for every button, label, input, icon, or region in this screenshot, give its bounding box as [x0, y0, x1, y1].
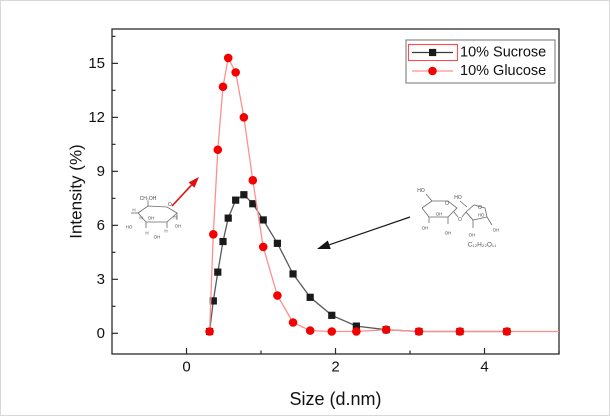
data-point-marker: [502, 327, 512, 336]
molecule-label: H: [139, 216, 142, 221]
data-point-marker: [258, 242, 268, 252]
legend-marker: [429, 48, 437, 57]
sucrose-arrow-head: [317, 240, 331, 250]
x-tick-label: 0: [182, 359, 190, 376]
molecule-label: HO: [478, 213, 485, 218]
molecule-ring: [465, 204, 488, 221]
y-tick-label: 0: [97, 325, 105, 342]
molecule-label: H: [173, 215, 176, 220]
data-point-marker: [209, 230, 218, 239]
data-point-marker: [214, 268, 222, 276]
data-point-marker: [249, 200, 257, 208]
legend-label: 10% Sucrose: [460, 45, 546, 61]
data-point-marker: [213, 145, 223, 155]
molecule-bond: [461, 211, 467, 218]
data-point-marker: [352, 327, 361, 336]
data-point-marker: [231, 68, 240, 77]
y-axis-title: Intensity (%): [67, 144, 86, 238]
data-point-marker: [205, 327, 214, 336]
sucrose-arrow-shaft: [329, 216, 411, 246]
data-point-marker: [224, 214, 232, 222]
molecule-label: CH₂OH: [140, 196, 157, 202]
molecule-label: OH: [148, 216, 155, 221]
data-point-marker: [306, 293, 314, 301]
series-10-glucose: [205, 53, 559, 336]
axes-ticks: [112, 35, 560, 354]
molecule-label: OH: [445, 231, 452, 236]
molecule-label: OH: [469, 233, 476, 238]
molecule-label: HO: [126, 225, 133, 230]
x-tick-label: 4: [480, 359, 488, 376]
data-point-marker: [240, 191, 248, 199]
molecule-label: HO: [454, 195, 462, 201]
y-tick-label: 15: [88, 55, 105, 72]
legend-box: [405, 39, 556, 84]
molecule-label: O: [458, 217, 462, 223]
legend-marker: [428, 66, 437, 76]
legend-entry: 10% Glucose: [412, 63, 546, 79]
x-axis-title: Size (d.nm): [289, 389, 381, 409]
molecule-label: H: [164, 229, 167, 234]
data-point-marker: [414, 327, 424, 336]
molecule-label: OH: [175, 224, 182, 229]
molecule-bond: [425, 193, 433, 202]
glucose-arrow-head: [188, 177, 199, 188]
glucose-arrow-shaft: [171, 184, 193, 207]
data-point-marker: [248, 176, 258, 185]
molecule-bond: [486, 216, 493, 226]
glucose-arrow: [171, 177, 199, 207]
y-tick-label: 3: [97, 271, 105, 288]
molecule-label: OH: [493, 228, 500, 233]
legend: 10% Sucrose 10% Glucose: [405, 39, 556, 84]
molecule-label: H: [132, 208, 135, 213]
molecule-label: O: [445, 201, 449, 207]
molecule-label: O: [168, 202, 172, 208]
data-point-marker: [209, 297, 217, 305]
molecule-label: HO: [417, 188, 425, 194]
data-point-marker: [289, 270, 297, 278]
legend-label: 10% Glucose: [460, 63, 546, 79]
data-point-marker: [455, 327, 465, 336]
data-point-marker: [288, 318, 298, 327]
molecule-label: H: [145, 231, 148, 236]
data-point-marker: [273, 291, 282, 300]
data-point-marker: [218, 82, 228, 92]
sucrose-arrow: [317, 216, 411, 250]
y-tick-label: 6: [97, 217, 105, 234]
molecule-formula: C₁₂H₂₂O₁₁: [468, 242, 497, 249]
molecule-label: OH: [154, 235, 161, 240]
data-point-marker: [239, 113, 249, 122]
legend-highlight-box: [407, 43, 459, 62]
x-tick-label: 2: [331, 359, 339, 376]
data-point-marker: [273, 239, 281, 247]
data-point-marker: [352, 322, 360, 330]
data-point-marker: [232, 196, 240, 204]
data-point-marker: [328, 311, 336, 319]
y-tick-label: 9: [97, 163, 105, 180]
data-point-marker: [259, 216, 267, 224]
data-point-marker: [219, 237, 227, 246]
molecule-label: O: [478, 205, 482, 211]
molecule-label: OH: [422, 226, 429, 231]
molecule-bond: [453, 211, 459, 218]
data-point-marker: [305, 326, 315, 335]
legend-entry: 10% Sucrose: [407, 43, 546, 62]
molecule-bond: [459, 200, 468, 208]
molecule-label: OH: [436, 212, 443, 217]
data-point-marker: [223, 53, 233, 63]
data-point-marker: [327, 327, 337, 336]
y-tick-label: 12: [88, 109, 105, 126]
data-point-marker: [381, 325, 391, 335]
